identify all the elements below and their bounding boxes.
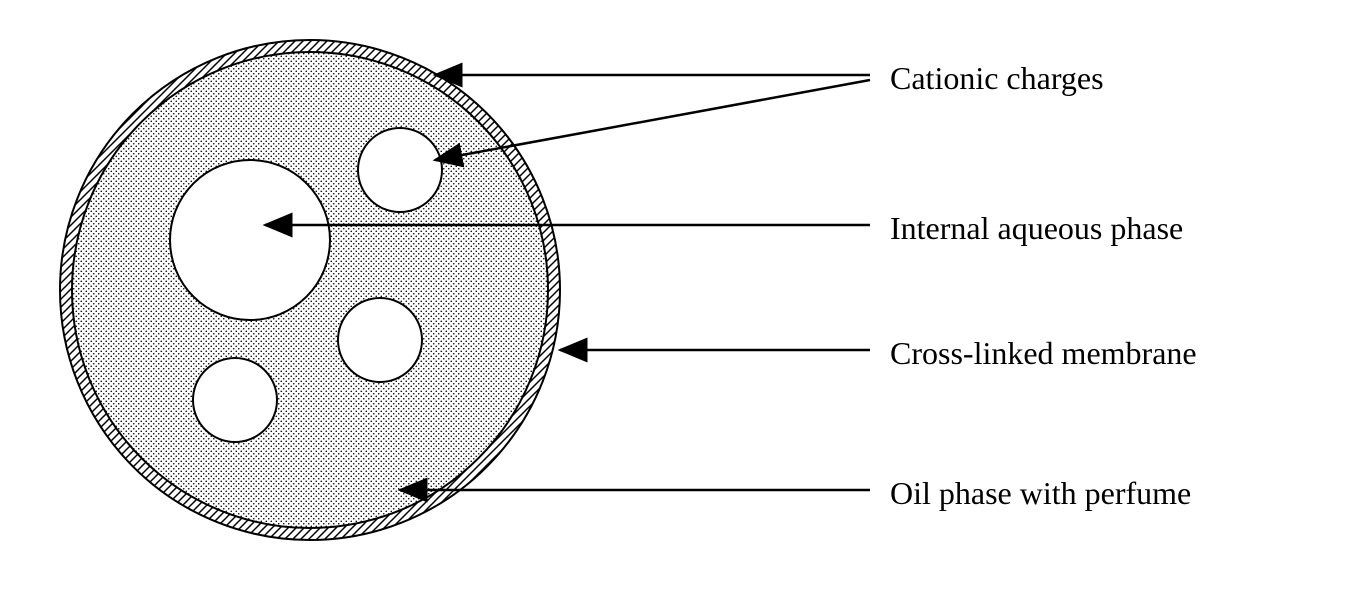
label-oil-phase-with-perfume: Oil phase with perfume — [890, 475, 1191, 512]
label-internal-aqueous-phase: Internal aqueous phase — [890, 210, 1183, 247]
arrow-cationic-inner — [435, 80, 870, 160]
label-cross-linked-membrane: Cross-linked membrane — [890, 335, 1197, 372]
microcapsule-diagram: Cationic charges Internal aqueous phase … — [0, 0, 1369, 589]
aqueous-droplet-bottom-left — [193, 358, 277, 442]
label-cationic-charges: Cationic charges — [890, 60, 1104, 97]
aqueous-droplet-mid-right — [338, 298, 422, 382]
aqueous-droplet-top-right — [358, 128, 442, 212]
aqueous-droplet-large — [170, 160, 330, 320]
